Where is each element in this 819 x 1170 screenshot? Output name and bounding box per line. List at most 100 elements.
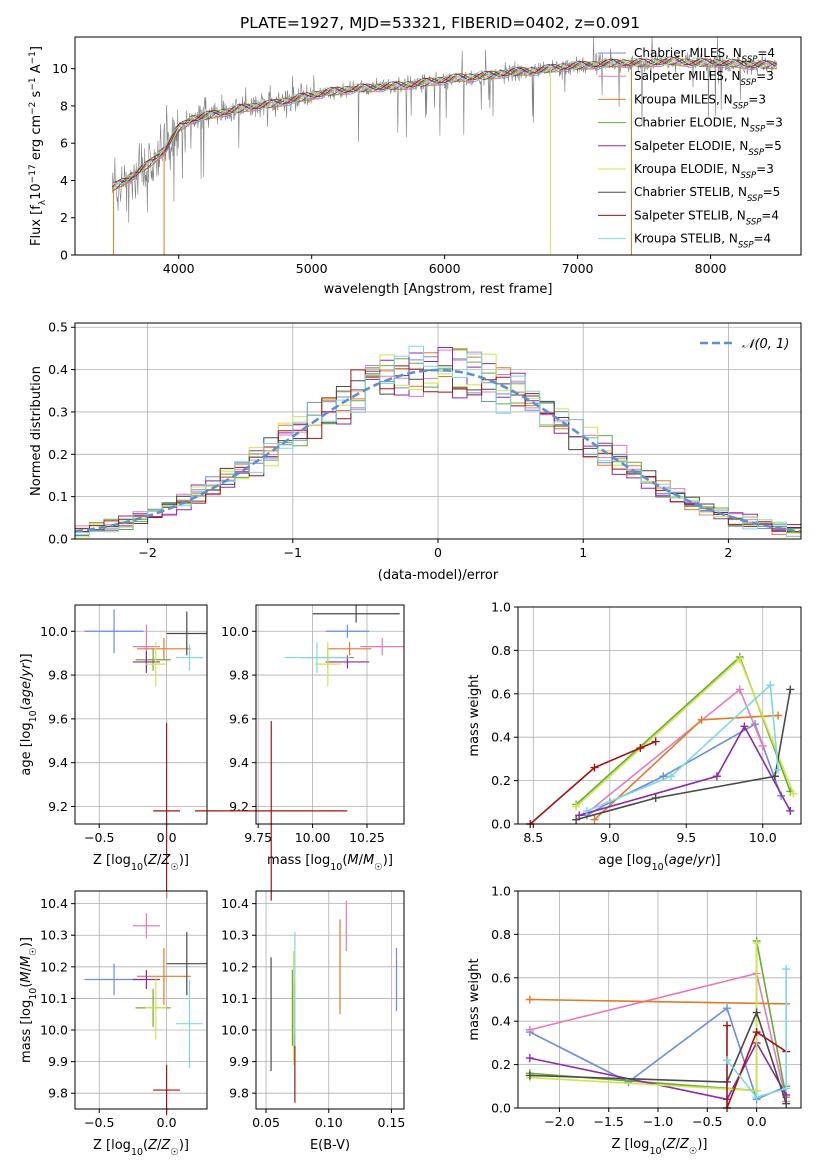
weight-vs-metallicity-panel: −2.0 −1.5 −1.0 −0.5 0.0 0.0 0.2 0.4 0.6 0.8 1.0 Z […	[467, 884, 802, 1157]
model-line	[111, 57, 778, 188]
gridlines	[256, 891, 404, 1109]
normal-distribution-curve	[74, 368, 802, 533]
axes-frame	[74, 36, 802, 256]
label-part: ☉	[170, 862, 179, 873]
axes-frame	[74, 604, 208, 825]
error-bar-point	[284, 642, 350, 673]
model-line	[111, 57, 777, 191]
y-tick-label: 0.2	[48, 447, 68, 462]
axes-frame	[517, 890, 802, 1109]
label-part: erg cm	[29, 115, 44, 164]
legend-part: =5	[764, 139, 782, 153]
y-tick-label: 6	[60, 136, 68, 151]
model-line	[111, 56, 777, 185]
residual-histogram-panel: −2 −1 0 1 2 0.0 0.1 0.2 0.3 0.4 0.5 (data-model)/er…	[29, 320, 802, 583]
label-part: Z [log	[612, 1137, 650, 1152]
weight-marker	[735, 655, 744, 664]
y-tick-label: 0.4	[48, 362, 68, 377]
label-part: ]	[29, 46, 44, 51]
gridlines	[75, 605, 207, 824]
label-part: M	[347, 853, 358, 868]
label-part: /	[359, 853, 364, 868]
x-tick-label: −1.5	[594, 1114, 624, 1129]
label-part: )]	[697, 1137, 707, 1152]
x-tick-label: −1.0	[643, 1114, 673, 1129]
label-part: mass [log	[19, 1000, 34, 1063]
y-tick-label: 0.8	[491, 643, 511, 658]
y-tick-label: 9.4	[48, 755, 68, 770]
error-bar-point	[325, 624, 370, 638]
x-tick-label: 0.05	[252, 1115, 280, 1130]
error-bar-point	[136, 947, 191, 1005]
x-axis-label: wavelength [Angstrom, rest frame]	[324, 282, 553, 297]
y-tick-label: 4	[60, 173, 68, 188]
y-tick-label: 0.0	[48, 532, 68, 547]
legend-part: Salpeter MILES, N	[634, 69, 741, 83]
x-tick-label: 4000	[163, 261, 195, 276]
label-part: mass [log	[267, 853, 330, 868]
axes-frame	[74, 890, 208, 1110]
label-part: A	[29, 64, 44, 77]
x-axis-label: (data-model)/error	[378, 568, 499, 583]
spectrum-panel: 4000 5000 6000 7000 8000 0 2 4 6 8 10 wavelength [A…	[28, 36, 802, 297]
y-tick-label: 10.1	[40, 991, 68, 1006]
x-tick-label: −0.5	[692, 1114, 722, 1129]
error-bar-point	[312, 605, 400, 623]
label-part: 10	[131, 862, 143, 873]
weight-marker	[525, 1054, 534, 1063]
x-tick-label: 0	[434, 545, 442, 560]
y-tick-label: 1.0	[491, 600, 511, 615]
y-tick-label: 0.2	[491, 773, 511, 788]
y-tick-label: 10.0	[40, 624, 68, 639]
legend-part: =4	[754, 232, 772, 246]
y-tick-label: 9.2	[48, 799, 68, 814]
y-tick-label: 10.2	[221, 959, 249, 974]
x-tick-label: 10.25	[349, 830, 385, 845]
label-part: (	[143, 853, 148, 868]
label-part: /	[157, 853, 162, 868]
label-part: M	[363, 853, 374, 868]
y-tick-label: 0.6	[491, 970, 511, 985]
residual-histogram	[75, 353, 801, 538]
weight-line	[586, 683, 779, 812]
x-tick-label: 8.5	[523, 830, 543, 845]
age-vs-metallicity-panel: −0.5 0.09.29.49.69.810.0Z [log10(Z/Z☉)]ag…	[19, 604, 208, 899]
weight-line	[529, 998, 787, 1005]
y-tick-label: 9.2	[229, 799, 249, 814]
label-part: Z	[679, 1137, 690, 1152]
error-bar-point	[314, 642, 341, 687]
weight-marker	[651, 793, 660, 802]
legend-entry: Kroupa ELODIE, NSSP=3	[634, 162, 774, 181]
x-tick-label: 10.00	[295, 830, 331, 845]
x-tick-label: 6000	[429, 261, 461, 276]
y-tick-label: 8	[60, 98, 68, 113]
weight-marker	[666, 772, 675, 781]
y-tick-label: 9.8	[48, 1086, 68, 1101]
label-part: Z	[147, 1138, 158, 1153]
weight-marker	[582, 806, 591, 815]
weight-marker	[782, 1084, 791, 1093]
label-part: Flux [f	[29, 205, 44, 246]
mass-vs-metallicity-panel: −0.5 0.09.89.910.010.110.210.310.4Z [log1…	[19, 890, 208, 1158]
label-part: age	[19, 681, 34, 705]
x-tick-label: 9.75	[244, 830, 272, 845]
label-part: λ	[38, 199, 48, 205]
label-part: ☉	[374, 862, 383, 873]
label-part: (	[143, 1138, 148, 1153]
axes-frame	[74, 322, 802, 540]
x-axis-label: mass [log10(M/M☉)]	[267, 853, 393, 873]
label-part: 10	[28, 988, 39, 1000]
label-part: yr	[696, 853, 712, 868]
label-part: yr	[19, 662, 34, 678]
x-tick-label: −2.0	[544, 1114, 574, 1129]
label-part: (	[662, 1137, 667, 1152]
legend-part: SSP	[748, 148, 764, 158]
label-part: /	[157, 1138, 162, 1153]
weight-marker	[735, 685, 744, 694]
error-bar-point	[153, 723, 181, 899]
y-tick-label: 10.0	[40, 1023, 68, 1038]
error-bar-point	[136, 637, 191, 660]
legend-entry: 𝒩(0, 1)	[742, 337, 789, 352]
label-part: 10	[29, 183, 44, 200]
error-bar-point	[153, 1064, 181, 1116]
